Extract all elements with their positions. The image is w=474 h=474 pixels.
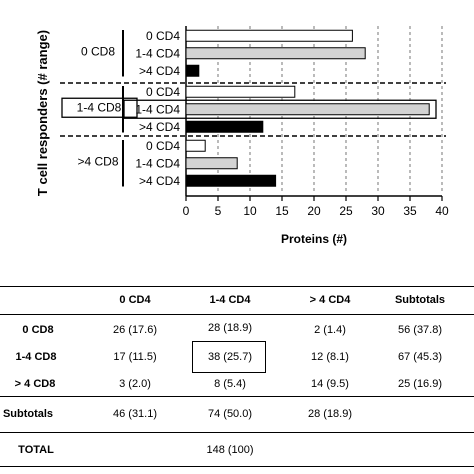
bar <box>185 120 264 133</box>
table-cell: 56 (37.8) <box>397 324 443 336</box>
bar <box>185 103 430 116</box>
y-axis-label: T cell responders (# range) <box>35 30 50 196</box>
table-cell: 67 (45.3) <box>397 351 443 363</box>
bar-highlight-box <box>123 99 437 119</box>
highlighted-cell-box <box>192 341 266 373</box>
bar-label: >4 CD4 <box>139 120 180 134</box>
table-cell: 28 (18.9) <box>207 322 253 334</box>
col-header-1-4cd4: 1-4 CD4 <box>209 294 251 306</box>
row-label-1-4cd8: 1-4 CD8 <box>15 351 57 363</box>
bar-label: 0 CD4 <box>146 29 180 43</box>
col-header-gt4cd4: > 4 CD4 <box>309 294 351 306</box>
x-tick-label: 5 <box>215 204 222 218</box>
bar-label: >4 CD4 <box>139 64 180 78</box>
bar-label: 1-4 CD4 <box>135 46 180 60</box>
x-axis-label: Proteins (#) <box>281 232 347 246</box>
x-tick-label: 0 <box>183 204 190 218</box>
table-cell: 26 (17.6) <box>112 324 158 336</box>
table-cell: 8 (5.4) <box>214 378 246 390</box>
bar <box>185 157 238 170</box>
bar-chart: 0 5 10 15 20 25 30 35 40 Proteins (#) T cell respo… <box>35 26 449 246</box>
bar <box>185 47 366 60</box>
x-tick-label: 10 <box>243 204 257 218</box>
table-cell: 3 (2.0) <box>119 378 151 390</box>
table-cell: 74 (50.0) <box>207 408 253 420</box>
table-bottom-rule <box>0 466 474 467</box>
table-cell: 25 (16.9) <box>397 378 443 390</box>
table-cell: 14 (9.5) <box>311 378 349 390</box>
bar-label: 1-4 CD4 <box>135 102 180 116</box>
x-tick-label: 35 <box>403 204 417 218</box>
table-cell: 2 (1.4) <box>314 324 346 336</box>
bar <box>185 85 296 98</box>
bar <box>185 29 353 42</box>
table-cell: 17 (11.5) <box>113 351 157 363</box>
table-cell-total: 148 (100) <box>206 444 254 456</box>
x-tick-label: 40 <box>435 204 449 218</box>
bar <box>185 139 206 152</box>
table-subtotal-rule <box>0 432 474 433</box>
table-header-rule <box>0 314 474 315</box>
bar-label: 0 CD4 <box>146 85 180 99</box>
group-label: >4 CD8 <box>77 154 118 168</box>
table-cell: 46 (31.1) <box>112 408 158 420</box>
x-tick-label: 20 <box>307 204 321 218</box>
row-label-gt4cd8: > 4 CD8 <box>14 378 56 390</box>
table-top-rule <box>0 286 474 287</box>
x-tick-label: 30 <box>371 204 385 218</box>
row-label-0cd8: 0 CD8 <box>22 324 54 336</box>
bar <box>185 174 277 187</box>
group-highlight-box <box>61 97 138 118</box>
table-cell: 28 (18.9) <box>307 408 353 420</box>
x-tick-label: 15 <box>275 204 289 218</box>
group-label: 1-4 CD8 <box>77 100 122 114</box>
row-label-total: TOTAL <box>18 444 54 456</box>
col-header-0cd4: 0 CD4 <box>119 294 151 306</box>
x-tick-label: 25 <box>339 204 353 218</box>
counts-table: 0 CD4 1-4 CD4 > 4 CD4 Subtotals 0 CD8 26… <box>0 280 474 474</box>
col-header-subtotals: Subtotals <box>394 294 446 306</box>
bar-label: 1-4 CD4 <box>135 156 180 170</box>
row-label-subtotals: Subtotals <box>2 408 54 420</box>
table-cell: 12 (8.1) <box>311 351 349 363</box>
bar <box>185 64 200 77</box>
table-body-rule <box>0 396 474 397</box>
table-cell-highlighted: 38 (25.7) <box>207 351 253 363</box>
group-label: 0 CD8 <box>81 44 115 58</box>
bar-label: >4 CD4 <box>139 174 180 188</box>
bar-label: 0 CD4 <box>146 139 180 153</box>
